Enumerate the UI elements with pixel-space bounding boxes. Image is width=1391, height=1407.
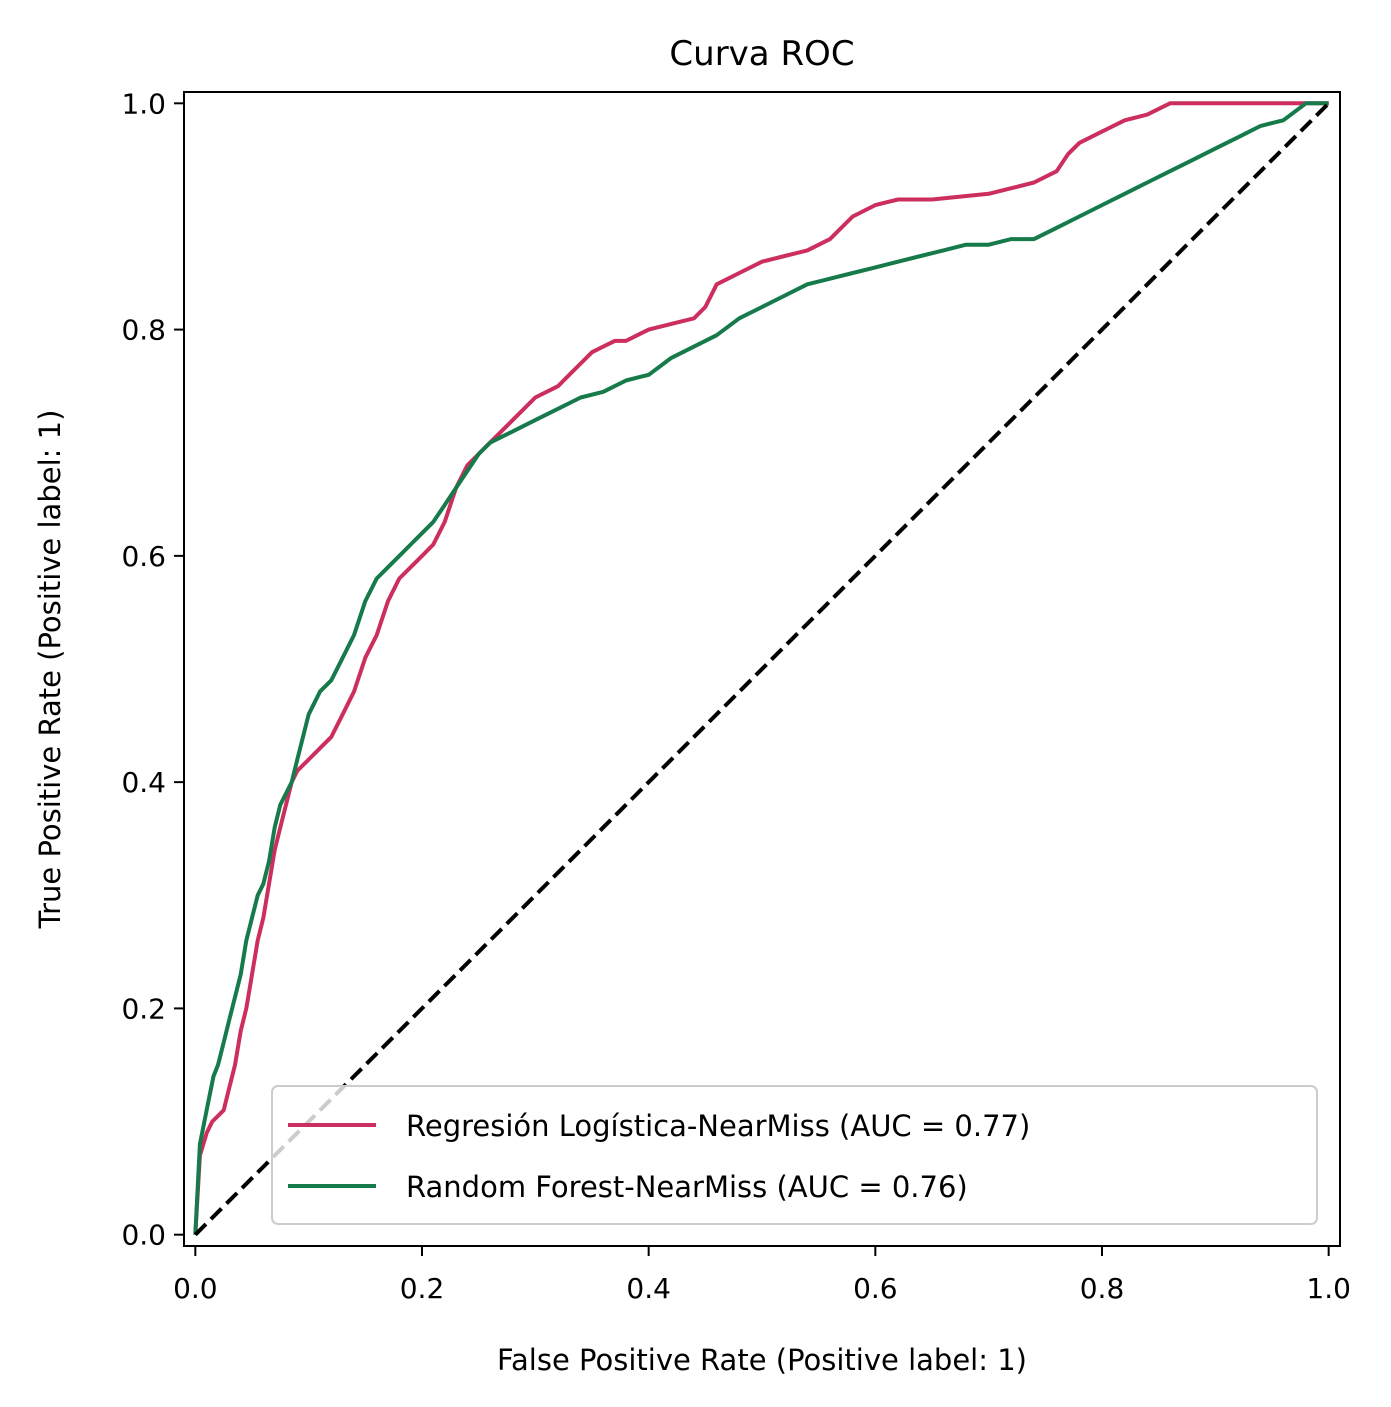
x-tick-label: 0.0 <box>173 1272 218 1305</box>
chart-title: Curva ROC <box>669 34 854 74</box>
x-axis-ticks: 0.0 0.2 0.4 0.6 0.8 1.0 <box>173 1246 1351 1305</box>
y-tick-label: 0.8 <box>121 314 166 347</box>
plot-frame <box>183 91 1341 1247</box>
y-axis-label: True Positive Rate (Positive label: 1) <box>33 410 67 930</box>
series-line-0 <box>193 101 1329 1235</box>
y-tick-label: 1.0 <box>121 87 166 120</box>
y-tick-label: 0.2 <box>121 992 166 1025</box>
x-tick-label: 1.0 <box>1306 1272 1351 1305</box>
chance-diagonal-line <box>193 101 1331 1237</box>
y-axis-ticks: 0.0 0.2 0.4 0.6 0.8 1.0 <box>121 87 184 1252</box>
y-tick-label: 0.4 <box>121 766 166 799</box>
x-tick-label: 0.2 <box>400 1272 445 1305</box>
series-line-1 <box>193 101 1329 1235</box>
legend-label-random-forest: Random Forest-NearMiss (AUC = 0.76) <box>406 1170 968 1204</box>
x-tick-label: 0.4 <box>626 1272 671 1305</box>
x-tick-label: 0.8 <box>1080 1272 1125 1305</box>
y-tick-label: 0.6 <box>121 540 166 573</box>
legend-box <box>271 1085 1318 1225</box>
legend-label-logistic: Regresión Logística-NearMiss (AUC = 0.77… <box>406 1109 1030 1143</box>
x-axis-label: False Positive Rate (Positive label: 1) <box>497 1343 1027 1377</box>
legend: Regresión Logística-NearMiss (AUC = 0.77… <box>271 1085 1318 1225</box>
x-tick-label: 0.6 <box>853 1272 898 1305</box>
series-layer <box>193 101 1331 1237</box>
y-tick-label: 0.0 <box>121 1219 166 1252</box>
